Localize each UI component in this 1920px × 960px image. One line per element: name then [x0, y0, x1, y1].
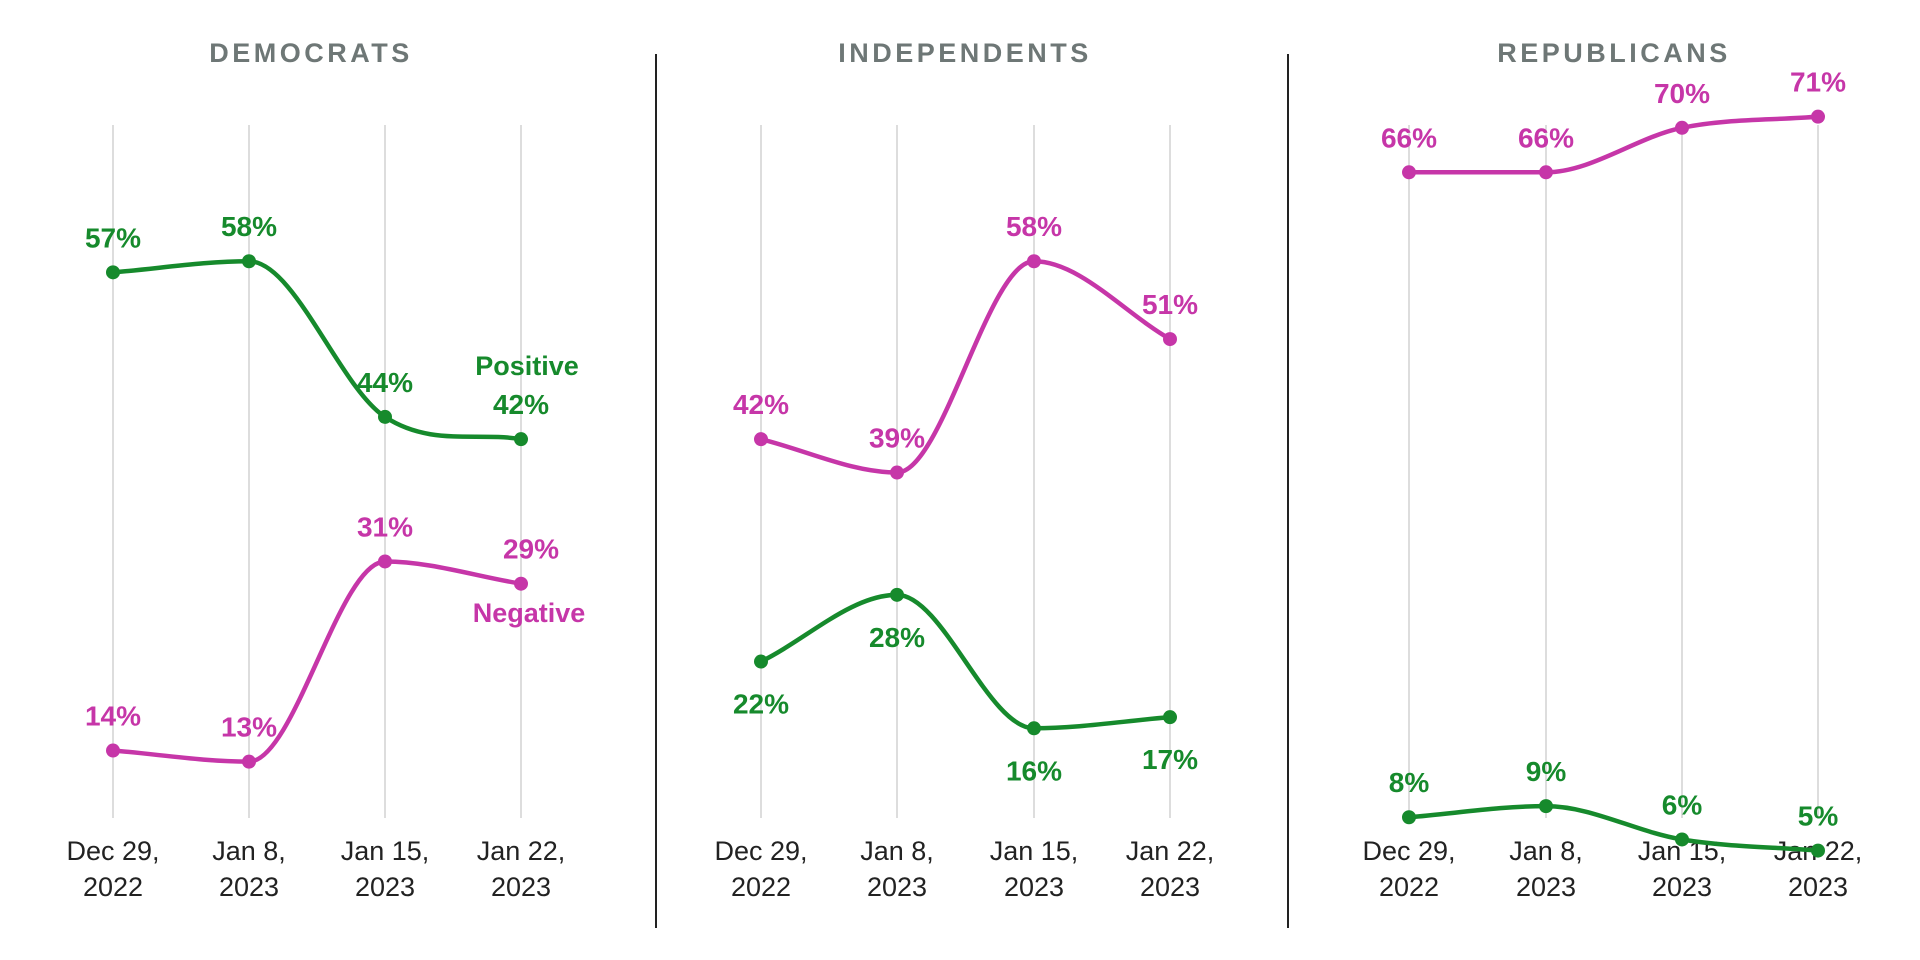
legend-label: Positive — [475, 351, 579, 381]
x-tick-label: Dec 29, — [66, 836, 159, 866]
x-tick-label: Jan 8, — [860, 836, 934, 866]
x-tick-label: 2023 — [355, 872, 415, 902]
data-label: 44% — [357, 367, 413, 398]
x-tick-label: Jan 15, — [341, 836, 430, 866]
series-line — [1406, 114, 1821, 175]
x-tick-label: Jan 8, — [1509, 836, 1583, 866]
x-tick-label: Jan 22, — [1126, 836, 1215, 866]
x-tick-label: 2023 — [1004, 872, 1064, 902]
data-point — [106, 265, 120, 280]
data-label: 42% — [733, 389, 789, 420]
panel-democrats: DEMOCRATS Dec 29, 2022 Jan 8, 2023 Jan 15, 202… — [66, 38, 585, 902]
series-line — [758, 258, 1173, 475]
x-tick-label: 2023 — [491, 872, 551, 902]
data-point — [1402, 810, 1416, 825]
data-label: 8% — [1389, 767, 1430, 798]
x-tick-label: Dec 29, — [1362, 836, 1455, 866]
data-point — [242, 254, 256, 269]
x-tick-label: 2022 — [1379, 872, 1439, 902]
data-point — [1539, 799, 1553, 814]
x-tick-label: 2023 — [867, 872, 927, 902]
data-label: 58% — [221, 211, 277, 242]
data-point — [1163, 332, 1177, 347]
data-label: 13% — [221, 712, 277, 743]
x-tick-label: Jan 15, — [990, 836, 1079, 866]
x-tick-label: 2023 — [1788, 872, 1848, 902]
x-tick-label: 2022 — [731, 872, 791, 902]
data-label: 42% — [493, 389, 549, 420]
data-label: 31% — [357, 511, 413, 542]
x-tick-label: Dec 29, — [714, 836, 807, 866]
panel-independents: INDEPENDENTS Dec 29, 2022 Jan 8, 2023 Jan 15,… — [714, 38, 1214, 902]
x-tick-label: Jan 22, — [477, 836, 566, 866]
x-tick-label: 2023 — [219, 872, 279, 902]
data-point — [106, 743, 120, 758]
data-label: 57% — [85, 222, 141, 253]
panel-title: DEMOCRATS — [209, 38, 413, 68]
data-label: 16% — [1006, 755, 1062, 786]
data-point — [242, 754, 256, 769]
data-point — [890, 465, 904, 480]
panel-title: INDEPENDENTS — [838, 38, 1092, 68]
data-point — [1675, 120, 1689, 135]
data-label: 70% — [1654, 78, 1710, 109]
legend-label: Negative — [473, 598, 586, 628]
data-label: 58% — [1006, 211, 1062, 242]
data-label: 66% — [1518, 122, 1574, 153]
x-tick-label: Jan 8, — [212, 836, 286, 866]
series-line — [1406, 803, 1821, 853]
data-label: 22% — [733, 689, 789, 720]
data-point — [1027, 721, 1041, 736]
data-point — [378, 554, 392, 569]
data-point — [1402, 165, 1416, 180]
data-point — [1539, 165, 1553, 180]
data-point — [1675, 832, 1689, 847]
series-line — [758, 592, 1173, 731]
x-tick-label: 2022 — [83, 872, 143, 902]
data-point — [514, 576, 528, 591]
data-label: 51% — [1142, 289, 1198, 320]
data-point — [890, 587, 904, 602]
data-label: 5% — [1798, 801, 1839, 832]
panel-title: REPUBLICANS — [1497, 38, 1731, 68]
data-point — [1811, 109, 1825, 124]
data-label: 71% — [1790, 67, 1846, 98]
data-point — [1027, 254, 1041, 269]
data-label: 14% — [85, 701, 141, 732]
series-line — [110, 258, 524, 442]
data-point — [754, 654, 768, 669]
x-tick-label: 2023 — [1652, 872, 1712, 902]
x-tick-label: 2023 — [1140, 872, 1200, 902]
data-point — [378, 409, 392, 424]
data-label: 17% — [1142, 744, 1198, 775]
series-line — [110, 559, 524, 764]
data-point — [1811, 843, 1825, 858]
data-label: 29% — [503, 534, 559, 565]
data-label: 66% — [1381, 122, 1437, 153]
data-label: 6% — [1662, 789, 1703, 820]
x-tick-label: 2023 — [1516, 872, 1576, 902]
data-point — [1163, 710, 1177, 725]
data-point — [514, 432, 528, 447]
data-point — [754, 432, 768, 447]
data-label: 9% — [1526, 756, 1567, 787]
data-label: 28% — [869, 622, 925, 653]
data-label: 39% — [869, 423, 925, 454]
